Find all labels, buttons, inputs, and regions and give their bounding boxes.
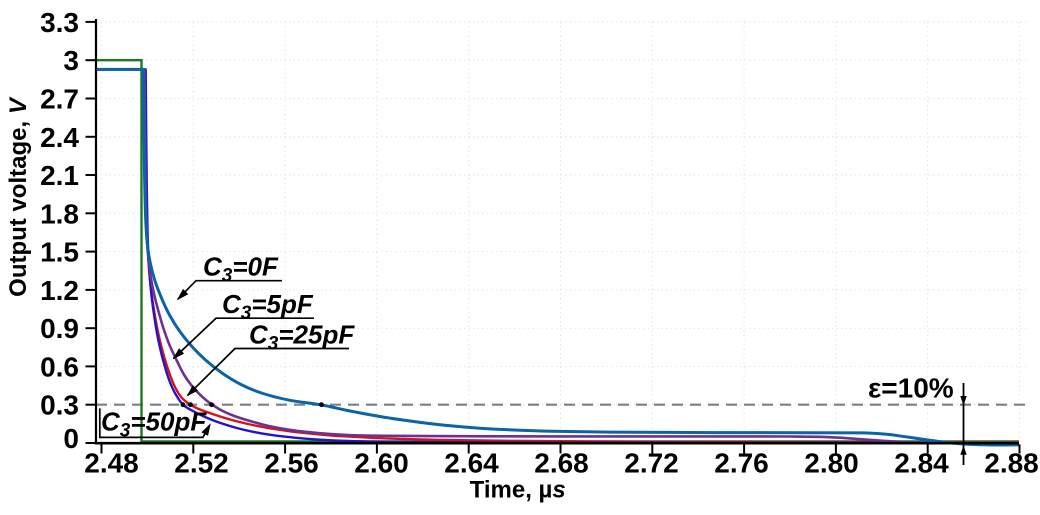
svg-text:Output voltage, V: Output voltage, V [5,96,32,297]
svg-text:C3=25pF: C3=25pF [249,320,355,355]
svg-text:2.60: 2.60 [354,448,409,479]
svg-text:2.7: 2.7 [40,84,79,115]
svg-text:2.1: 2.1 [40,160,79,191]
svg-text:2.64: 2.64 [444,448,499,479]
svg-text:2.4: 2.4 [40,122,79,153]
svg-text:1.8: 1.8 [40,198,79,229]
svg-text:3: 3 [63,45,79,76]
svg-text:2.48: 2.48 [84,448,139,479]
svg-text:2.88: 2.88 [984,448,1039,479]
svg-text:0.3: 0.3 [40,390,79,421]
svg-text:0.9: 0.9 [40,313,79,344]
svg-text:2.72: 2.72 [624,448,679,479]
svg-text:ε=10%: ε=10% [868,373,954,404]
svg-text:2.84: 2.84 [894,448,949,479]
svg-text:0: 0 [63,423,79,454]
svg-text:1.2: 1.2 [40,275,79,306]
svg-text:Time, µs: Time, µs [470,477,566,504]
svg-text:C3=0F: C3=0F [203,252,279,287]
svg-text:C3=50pF: C3=50pF [101,407,207,442]
svg-text:2.80: 2.80 [804,448,859,479]
svg-text:1.5: 1.5 [40,237,79,268]
svg-text:0.6: 0.6 [40,351,79,382]
svg-text:2.52: 2.52 [174,448,229,479]
svg-text:2.76: 2.76 [714,448,769,479]
svg-text:2.68: 2.68 [534,448,589,479]
svg-text:3.3: 3.3 [40,7,79,38]
svg-text:C3=5pF: C3=5pF [222,289,314,324]
svg-text:2.56: 2.56 [264,448,319,479]
